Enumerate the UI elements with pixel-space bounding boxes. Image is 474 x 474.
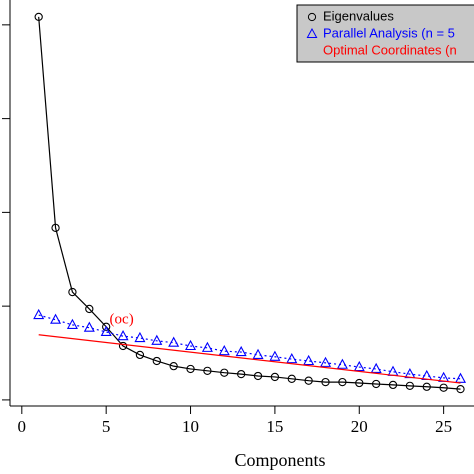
annotation: (oc) xyxy=(110,312,134,328)
point xyxy=(422,382,431,391)
point xyxy=(355,378,364,388)
x-tick-label: 15 xyxy=(266,417,283,436)
point xyxy=(102,322,111,331)
point xyxy=(220,368,229,377)
point xyxy=(83,321,95,332)
point xyxy=(286,352,298,364)
legend-marker xyxy=(306,27,318,38)
point xyxy=(152,356,161,366)
point xyxy=(235,345,247,357)
point xyxy=(338,377,347,387)
point xyxy=(454,372,467,383)
point xyxy=(201,341,213,352)
point xyxy=(439,383,448,392)
legend-marker xyxy=(307,12,317,22)
point xyxy=(134,331,146,343)
point xyxy=(68,287,77,297)
point xyxy=(34,12,43,22)
point xyxy=(438,371,450,382)
legend-label: Optimal Coordinates (n xyxy=(323,42,457,57)
point xyxy=(319,356,332,367)
series-line xyxy=(38,314,461,380)
point xyxy=(100,325,112,336)
point xyxy=(85,304,94,314)
x-tick-label: 0 xyxy=(18,417,27,436)
point xyxy=(336,358,348,369)
point xyxy=(456,384,465,394)
point xyxy=(304,376,313,385)
x-tick-label: 25 xyxy=(435,417,452,436)
x-tick-label: 5 xyxy=(102,417,111,436)
point xyxy=(388,380,398,390)
point xyxy=(287,374,296,383)
point xyxy=(371,379,381,389)
point xyxy=(303,354,315,366)
point xyxy=(50,313,62,324)
point xyxy=(237,369,246,379)
point xyxy=(203,366,212,375)
series-line xyxy=(38,334,461,384)
point xyxy=(117,329,129,341)
point xyxy=(353,360,365,372)
legend-box xyxy=(296,4,474,63)
point xyxy=(118,341,128,351)
point xyxy=(253,371,263,381)
point xyxy=(405,381,415,390)
point xyxy=(185,339,197,351)
x-tick-label: 10 xyxy=(182,417,199,436)
x-axis-label: Components xyxy=(234,450,325,470)
legend-label: Parallel Analysis (n = 5 xyxy=(323,25,455,40)
point xyxy=(252,348,264,359)
point xyxy=(169,362,178,371)
point xyxy=(168,336,180,347)
point xyxy=(321,377,330,387)
point xyxy=(370,362,382,374)
point xyxy=(135,350,145,360)
point xyxy=(218,344,230,356)
x-tick-label: 20 xyxy=(351,417,368,436)
point xyxy=(270,372,280,382)
legend-label: Eigenvalues xyxy=(323,8,394,23)
point xyxy=(269,350,281,361)
point xyxy=(186,364,195,374)
point xyxy=(66,318,78,329)
series-line xyxy=(38,16,461,390)
point xyxy=(33,308,45,320)
point xyxy=(151,334,163,345)
point xyxy=(51,223,60,232)
